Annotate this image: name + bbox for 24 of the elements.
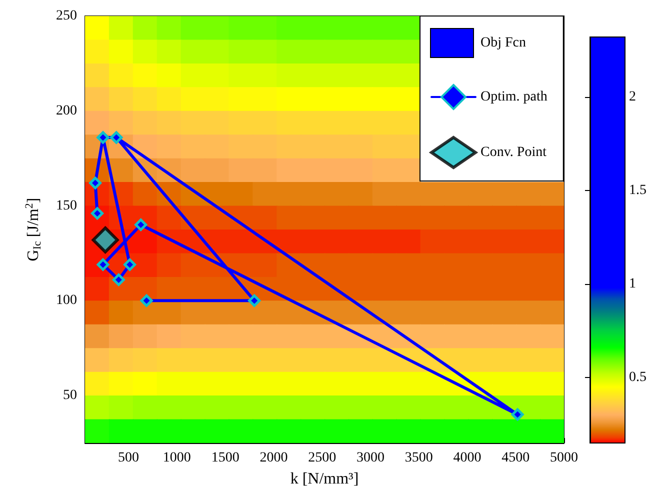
x-tick-label: 4500	[502, 450, 530, 466]
y-axis-title: GIc [J/m2]	[24, 198, 44, 262]
color-bar-label: 0.5	[629, 370, 646, 386]
y-tick-label: 150	[56, 198, 77, 214]
x-tick-label: 1500	[211, 450, 240, 466]
y-tick-label: 250	[56, 8, 77, 24]
x-tick-label: 5000	[550, 450, 578, 466]
x-axis-title: k [N/mm³]	[290, 470, 359, 488]
color-bar-label: 1	[629, 276, 636, 292]
x-tick-label: 4000	[453, 450, 482, 466]
legend-label: Optim. path	[480, 90, 548, 104]
color-bar-label: 2	[629, 89, 636, 104]
y-tick-label: 50	[63, 388, 77, 404]
x-tick-label: 500	[118, 450, 140, 466]
y-tick-label: 100	[56, 293, 77, 308]
legend-label: Conv. Point	[480, 145, 547, 160]
x-tick-label: 1000	[162, 450, 191, 466]
color-bar-label: 1.5	[629, 182, 646, 198]
x-tick-label: 2000	[260, 450, 288, 466]
x-tick-label: 3500	[404, 450, 433, 466]
x-tick-label: 3000	[356, 450, 384, 466]
x-tick-label: 2500	[308, 450, 336, 466]
color-bar-title: Obj Fcn	[480, 36, 526, 50]
y-tick-label: 200	[56, 103, 77, 118]
